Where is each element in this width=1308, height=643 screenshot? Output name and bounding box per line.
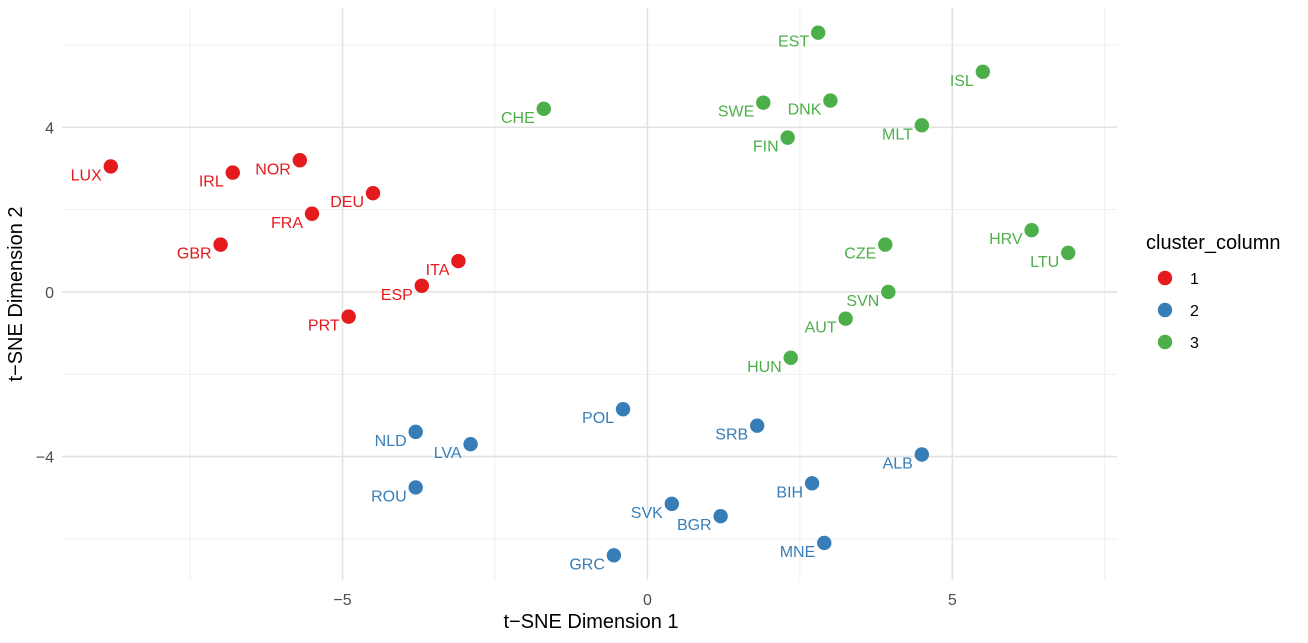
- x-tick-label: 5: [948, 592, 957, 609]
- point-label: CHE: [501, 110, 535, 127]
- point-label: AUT: [805, 320, 837, 337]
- point-label: DEU: [330, 194, 364, 211]
- point-label: FRA: [271, 215, 303, 232]
- data-point: [878, 237, 893, 252]
- legend-key: [1157, 302, 1173, 318]
- point-label: DNK: [788, 102, 822, 119]
- point-label: CZE: [844, 246, 876, 263]
- point-label: PRT: [308, 318, 340, 335]
- data-point: [975, 64, 991, 79]
- data-point: [713, 509, 728, 524]
- data-point: [414, 278, 429, 293]
- data-point: [756, 95, 771, 110]
- data-point: [823, 93, 838, 108]
- data-point: [365, 185, 381, 201]
- point-label: ALB: [883, 455, 913, 472]
- data-point: [103, 159, 118, 174]
- data-point: [881, 284, 896, 300]
- point-label: EST: [778, 34, 809, 51]
- legend-key: [1157, 334, 1173, 350]
- data-points: [103, 25, 1076, 563]
- x-axis-tick-labels: −5 0 5: [333, 592, 956, 609]
- y-tick-label: 4: [45, 120, 54, 137]
- point-label: MNE: [780, 544, 816, 561]
- point-label: FIN: [753, 139, 779, 156]
- legend-title: cluster_column: [1146, 232, 1281, 254]
- data-point: [304, 206, 320, 221]
- point-label: BIH: [776, 484, 803, 501]
- data-point: [536, 101, 551, 117]
- data-point: [804, 476, 820, 491]
- point-label: BGR: [677, 517, 712, 534]
- data-point: [1024, 223, 1039, 238]
- data-point: [408, 424, 423, 440]
- data-point: [225, 165, 240, 180]
- data-point: [463, 437, 478, 452]
- point-label: HRV: [989, 231, 1023, 248]
- x-axis-label: t−SNE Dimension 1: [503, 611, 678, 633]
- y-tick-label: 0: [45, 285, 54, 302]
- data-point: [341, 309, 356, 324]
- point-label: LVA: [434, 445, 462, 462]
- legend: cluster_column 1 2 3: [1146, 232, 1281, 352]
- data-point: [838, 311, 853, 326]
- x-tick-label: −5: [333, 592, 351, 609]
- point-label: ESP: [381, 287, 413, 304]
- data-point: [914, 118, 930, 133]
- point-label: ROU: [371, 488, 407, 505]
- point-label: LTU: [1030, 254, 1059, 271]
- point-label: NLD: [375, 433, 407, 450]
- minor-gridlines: [62, 8, 1117, 580]
- major-gridlines: [62, 8, 1117, 580]
- data-point: [451, 253, 466, 269]
- data-point: [780, 130, 795, 145]
- point-label: GBR: [177, 246, 212, 263]
- data-point: [817, 535, 832, 551]
- point-label: SVN: [846, 293, 879, 310]
- point-label: SRB: [715, 427, 748, 444]
- data-point: [292, 153, 308, 168]
- point-label: GRC: [569, 556, 605, 573]
- data-point: [810, 25, 826, 40]
- point-label: NOR: [255, 161, 291, 178]
- x-tick-label: 0: [643, 592, 652, 609]
- data-point: [408, 480, 423, 495]
- legend-label: 2: [1190, 303, 1199, 320]
- point-label: HUN: [747, 359, 782, 376]
- y-axis-label: t−SNE Dimension 2: [5, 206, 27, 381]
- legend-label: 3: [1190, 335, 1199, 352]
- data-point: [783, 350, 798, 365]
- y-tick-label: −4: [36, 450, 54, 467]
- point-label: ISL: [950, 73, 974, 90]
- point-label: SWE: [718, 104, 754, 121]
- point-label: POL: [582, 410, 614, 427]
- data-point: [664, 496, 680, 512]
- legend-label: 1: [1190, 271, 1199, 288]
- point-label: SVK: [631, 505, 663, 522]
- data-point: [606, 548, 622, 563]
- y-axis-tick-labels: −4 0 4: [36, 120, 54, 466]
- data-point: [914, 447, 930, 462]
- point-labels: LUX IRL NOR DEU FRA GBR ITA ESP PRT POL SRB NLD LVA A…: [71, 34, 1060, 574]
- data-point: [750, 418, 765, 433]
- point-label: ITA: [426, 262, 450, 279]
- data-point: [213, 237, 228, 252]
- point-label: LUX: [71, 167, 102, 184]
- data-point: [615, 402, 631, 417]
- point-label: IRL: [199, 174, 224, 191]
- legend-key: [1157, 270, 1173, 286]
- point-label: MLT: [882, 126, 913, 143]
- data-point: [1061, 245, 1076, 261]
